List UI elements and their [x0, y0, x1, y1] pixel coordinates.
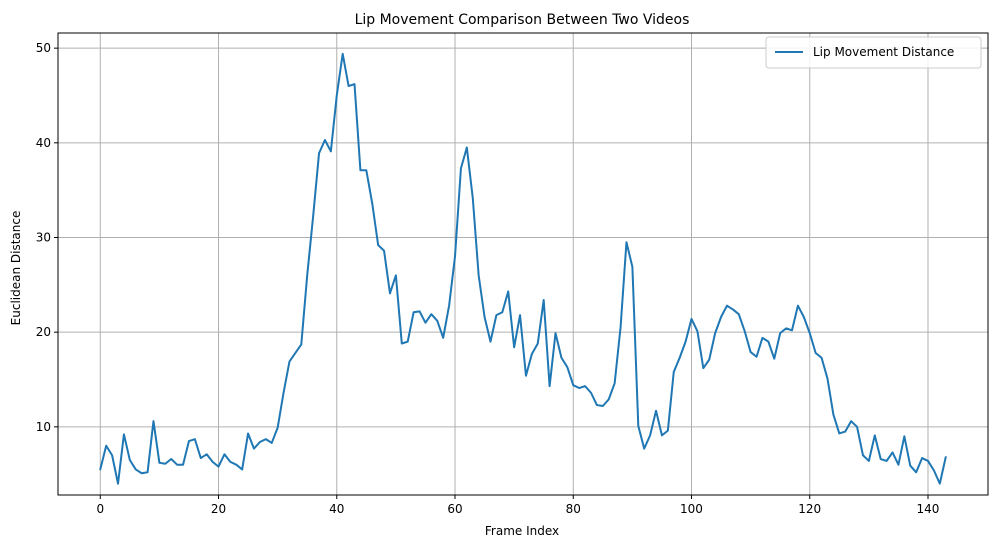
x-tick-label: 0	[96, 502, 104, 516]
series-layer	[99, 52, 947, 485]
y-tick-label: 50	[36, 41, 51, 55]
x-axis-ticks: 0 20 40 60 80 100 120 140	[96, 495, 939, 516]
grid-lines	[58, 33, 988, 495]
plot-frame	[57, 32, 989, 496]
y-tick-label: 40	[36, 136, 51, 150]
y-axis-label: Euclidean Distance	[9, 211, 23, 326]
x-tick-label: 140	[917, 502, 940, 516]
legend-label: Lip Movement Distance	[813, 45, 954, 59]
x-tick-label: 40	[329, 502, 344, 516]
y-tick-label: 20	[36, 325, 51, 339]
x-tick-label: 100	[680, 502, 703, 516]
chart-title: Lip Movement Comparison Between Two Vide…	[355, 12, 690, 28]
legend: Lip Movement Distance	[765, 36, 982, 69]
x-tick-label: 120	[798, 502, 821, 516]
x-axis-label: Frame Index	[485, 524, 559, 538]
x-tick-label: 80	[566, 502, 581, 516]
y-axis-ticks: 10 20 30 40 50	[36, 41, 58, 434]
y-tick-label: 10	[36, 420, 51, 434]
x-tick-label: 60	[447, 502, 462, 516]
y-tick-label: 30	[36, 230, 51, 244]
x-tick-label: 20	[211, 502, 226, 516]
series-line	[99, 52, 947, 485]
legend-box	[765, 36, 982, 69]
